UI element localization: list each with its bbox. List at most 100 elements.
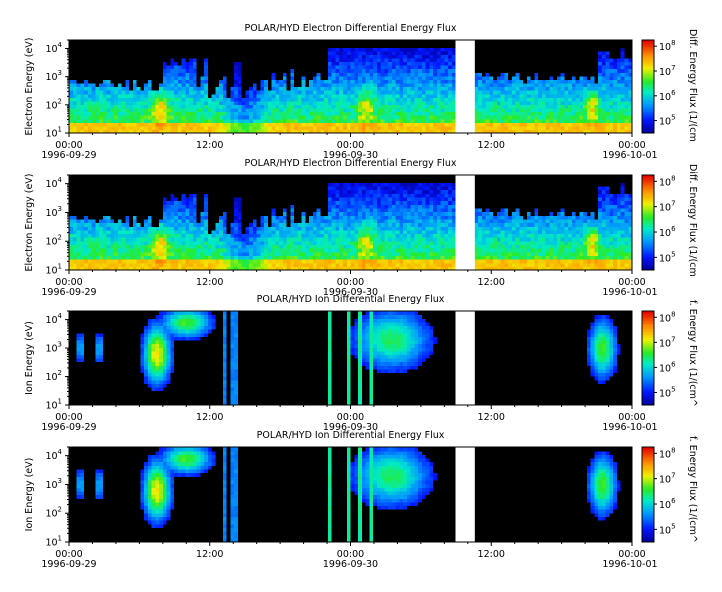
flux-cell: [290, 40, 295, 45]
flux-cell: [91, 72, 96, 77]
flux-cell: [403, 61, 408, 66]
flux-cell: [346, 111, 352, 116]
flux-cell: [87, 72, 93, 77]
flux-cell: [80, 100, 85, 105]
flux-cell: [91, 54, 96, 59]
flux-cell: [616, 72, 622, 77]
flux-cell: [335, 118, 340, 123]
flux-cell: [312, 68, 318, 73]
flux-cell: [192, 229, 198, 235]
flux-cell: [192, 226, 198, 231]
flux-cell: [80, 215, 85, 220]
flux-cell: [162, 215, 168, 220]
flux-cell: [620, 79, 626, 84]
flux-cell: [114, 90, 119, 95]
flux-cell: [230, 40, 235, 45]
flux-cell: [129, 193, 134, 198]
flux-cell: [121, 122, 126, 127]
flux-cell: [114, 54, 119, 59]
flux-cell: [144, 104, 149, 109]
flux-cell: [140, 178, 145, 183]
flux-cell: [226, 40, 231, 45]
colorbar-swatch: [642, 55, 654, 58]
flux-cell: [256, 79, 262, 84]
flux-cell: [624, 75, 629, 80]
flux-cell: [553, 68, 558, 73]
colorbar-swatch: [642, 100, 654, 103]
flux-cell: [99, 125, 104, 131]
flux-cell: [196, 90, 201, 95]
flux-cell: [99, 129, 104, 134]
colorbar-frame: [641, 39, 655, 134]
flux-cell: [474, 100, 479, 105]
flux-cell: [170, 86, 175, 91]
flux-cell: [549, 122, 554, 127]
flux-cell: [136, 100, 141, 105]
flux-cell: [192, 255, 198, 260]
flux-cell: [159, 204, 164, 209]
flux-cell: [605, 122, 611, 127]
flux-cell: [575, 118, 581, 123]
flux-cell: [601, 86, 607, 91]
flux-cell: [538, 79, 543, 84]
flux-cell: [279, 122, 284, 127]
flux-cell: [200, 122, 205, 127]
flux-cell: [414, 68, 419, 73]
flux-cell: [170, 222, 175, 227]
flux-cell: [320, 72, 325, 77]
flux-cell: [271, 57, 277, 63]
flux-cell: [155, 97, 160, 102]
flux-cell: [72, 129, 78, 134]
flux-cell: [601, 47, 607, 52]
flux-cell: [147, 125, 153, 131]
flux-cell: [95, 111, 100, 116]
flux-cell: [448, 129, 453, 134]
flux-cell: [87, 54, 93, 59]
flux-cell: [76, 115, 81, 120]
flux-cell: [508, 90, 513, 95]
flux-cell: [95, 40, 100, 45]
flux-cell: [339, 47, 344, 52]
flux-cell: [181, 125, 186, 131]
flux-cell: [132, 79, 138, 84]
flux-cell: [312, 72, 318, 77]
flux-cell: [211, 47, 216, 52]
flux-cell: [215, 82, 220, 88]
flux-cell: [166, 251, 171, 256]
flux-cell: [80, 104, 85, 109]
flux-cell: [162, 237, 168, 242]
flux-cell: [399, 93, 404, 98]
flux-cell: [373, 72, 378, 77]
flux-cell: [151, 251, 156, 256]
flux-cell: [189, 248, 194, 253]
flux-cell: [260, 65, 265, 70]
flux-cell: [76, 248, 81, 253]
flux-cell: [200, 97, 205, 102]
flux-cell: [69, 226, 74, 231]
flux-cell: [181, 178, 186, 183]
flux-cell: [114, 122, 119, 127]
flux-cell: [132, 125, 138, 131]
flux-cell: [290, 129, 295, 134]
flux-cell: [410, 65, 415, 70]
flux-cell: [87, 240, 93, 246]
flux-cell: [185, 82, 190, 88]
flux-cell: [264, 57, 269, 63]
flux-cell: [76, 68, 81, 73]
flux-cell: [121, 248, 126, 253]
flux-cell: [613, 54, 618, 59]
flux-cell: [369, 125, 374, 131]
flux-cell: [331, 61, 337, 66]
x-date-label: 1996-10-01: [602, 150, 657, 161]
flux-cell: [549, 118, 554, 123]
flux-cell: [598, 97, 603, 102]
flux-cell: [376, 40, 382, 45]
flux-cell: [605, 57, 611, 63]
flux-cell: [166, 259, 171, 264]
flux-cell: [174, 61, 179, 66]
flux-cell: [99, 262, 104, 267]
flux-cell: [136, 229, 141, 235]
flux-cell: [200, 215, 205, 220]
flux-cell: [549, 107, 554, 113]
flux-cell: [575, 40, 581, 45]
